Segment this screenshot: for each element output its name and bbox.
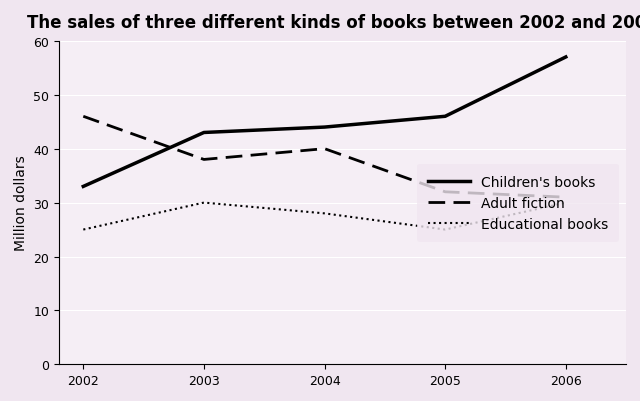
Children's books <box>79 184 87 189</box>
Children's books <box>562 55 570 60</box>
Line: Adult fiction: Adult fiction <box>83 117 566 198</box>
Y-axis label: Million dollars: Million dollars <box>14 155 28 251</box>
Educational books <box>442 228 449 233</box>
Educational books <box>200 200 208 205</box>
Educational books <box>79 228 87 233</box>
Educational books <box>321 211 328 216</box>
Children's books <box>442 115 449 119</box>
Legend: Children's books, Adult fiction, Educational books: Children's books, Adult fiction, Educati… <box>417 164 619 242</box>
Adult fiction <box>79 115 87 119</box>
Title: The sales of three different kinds of books between 2002 and 2006: The sales of three different kinds of bo… <box>28 14 640 32</box>
Adult fiction <box>562 195 570 200</box>
Line: Educational books: Educational books <box>83 203 566 230</box>
Adult fiction <box>200 158 208 162</box>
Adult fiction <box>321 147 328 152</box>
Children's books <box>321 126 328 130</box>
Educational books <box>562 200 570 205</box>
Line: Children's books: Children's books <box>83 58 566 187</box>
Adult fiction <box>442 190 449 195</box>
Children's books <box>200 131 208 136</box>
